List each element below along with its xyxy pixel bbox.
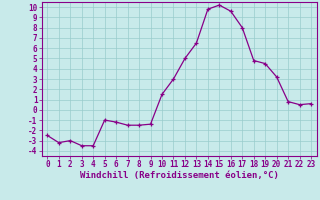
X-axis label: Windchill (Refroidissement éolien,°C): Windchill (Refroidissement éolien,°C) (80, 171, 279, 180)
